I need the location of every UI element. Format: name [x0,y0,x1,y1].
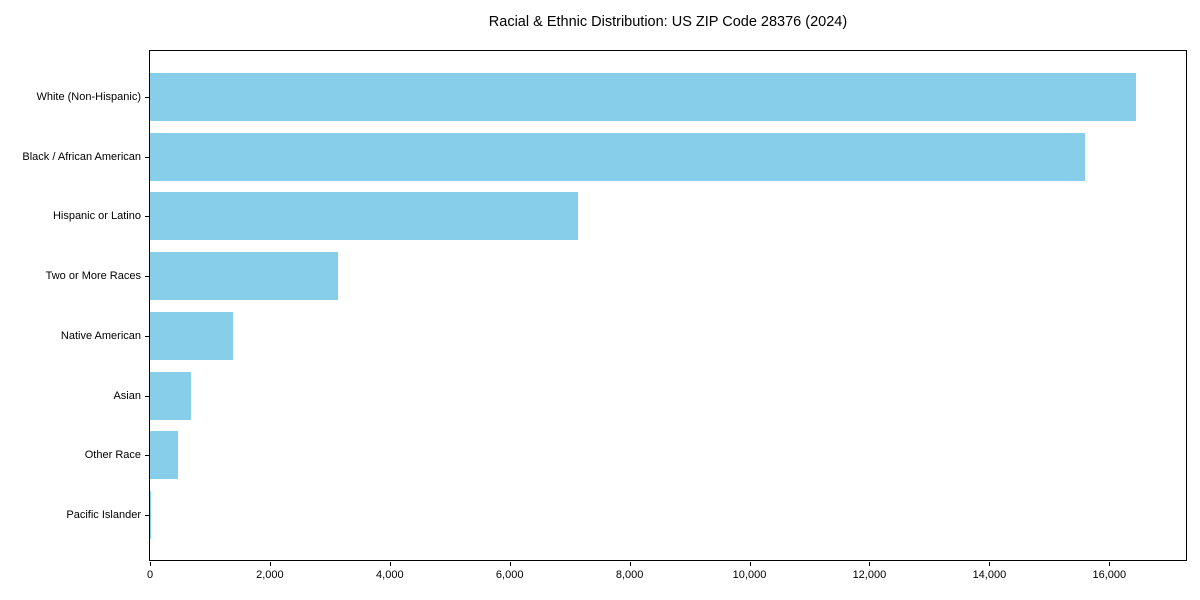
x-axis: 0 2,000 4,000 6,000 8,000 10,000 12,000 14,000 1… [147,561,1186,591]
x-tick-label: 2,000 [256,569,284,581]
bar-other-race [150,431,179,480]
y-tick-label: Hispanic or Latino [52,210,141,223]
y-tick-mark [145,395,149,397]
x-tick-label: 6,000 [495,569,524,581]
x-tick-label: 16,000 [1092,569,1127,581]
x-tick-mark [629,562,631,566]
y-tick-mark [145,97,149,98]
x-tick-label: 12,000 [852,569,887,581]
bar-asian [150,371,191,420]
y-tick-label: White (Non-Hispanic) [36,91,141,103]
y-tick-mark [145,276,149,278]
x-tick-mark [1109,562,1111,566]
chart-title: Racial & Ethnic Distribution: US ZIP Cod… [488,14,848,30]
y-tick-mark [145,455,149,457]
bar-black-african-american [150,132,1086,181]
y-tick-label: Other Race [84,449,141,462]
bar-pacific-islander [150,491,152,539]
y-tick-label: Native American [60,329,141,342]
x-tick-mark [389,562,391,566]
y-tick-label: Two or More Races [45,270,141,283]
y-tick-mark [145,156,149,158]
x-tick-label: 10,000 [732,569,767,581]
y-tick-label: Asian [113,389,141,402]
x-tick-label: 14,000 [972,569,1007,581]
y-tick-mark [145,515,149,516]
x-tick-mark [150,562,151,566]
x-tick-mark [869,562,871,566]
plot-area [145,50,1187,561]
x-tick-label: 8,000 [615,569,644,581]
x-tick-mark [509,562,511,566]
y-tick-label: Black / African American [22,150,141,163]
bar-hispanic-or-latino [150,192,578,241]
bar-white-non-hispanic [150,73,1137,121]
x-tick-mark [269,562,271,566]
bar-native-american [150,311,234,360]
bar-two-or-more-races [150,252,338,301]
y-tick-label: Pacific Islander [66,509,141,521]
x-tick-label: 0 [146,569,154,581]
x-tick-mark [989,562,991,566]
y-axis-labels: White (Non-Hispanic) Black / African Amer… [0,50,141,561]
y-tick-mark [145,216,149,218]
y-tick-mark [145,335,149,337]
x-tick-label: 4,000 [376,569,404,581]
x-tick-mark [749,562,751,566]
